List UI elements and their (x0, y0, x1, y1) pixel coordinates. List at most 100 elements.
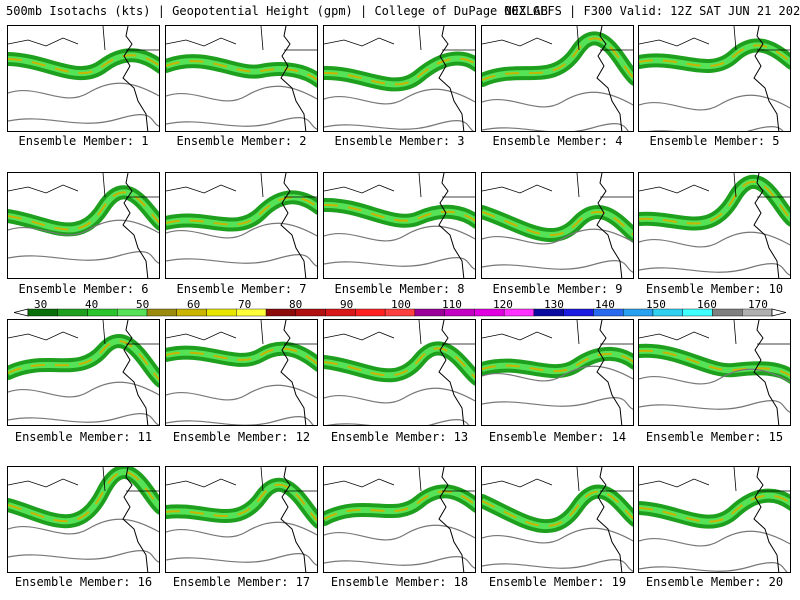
jet-stream-max (482, 490, 633, 527)
isotach-map (324, 320, 475, 425)
ensemble-member-label: Ensemble Member: 5 (649, 134, 780, 148)
state-border (102, 467, 106, 492)
state-border (576, 467, 580, 492)
coastline (753, 320, 780, 425)
coastline (8, 331, 79, 341)
height-contour (166, 117, 317, 130)
height-contour (8, 251, 159, 264)
isotach-map (482, 26, 633, 131)
ensemble-member-map (638, 319, 791, 426)
ensemble-member-map (323, 319, 476, 426)
coastline (324, 37, 395, 47)
height-contour (639, 263, 790, 276)
height-contour (324, 225, 475, 242)
coastline (8, 478, 79, 488)
height-contour (639, 400, 790, 413)
height-contour (639, 562, 788, 572)
colorbar-swatch (355, 308, 386, 317)
coastline (166, 184, 237, 194)
ensemble-member-label: Ensemble Member: 1 (18, 134, 149, 148)
isotach-map (166, 320, 317, 425)
height-contour (8, 82, 159, 99)
height-contour (8, 518, 159, 535)
ensemble-member-label: Ensemble Member: 8 (334, 282, 465, 296)
coastline (639, 184, 710, 194)
jet-stream-max (166, 347, 317, 365)
height-contour (482, 397, 633, 410)
coastline (122, 173, 149, 278)
height-contour (482, 260, 633, 273)
coastline (122, 320, 149, 425)
jet-stream-max (324, 347, 475, 379)
ensemble-member-map (481, 466, 634, 573)
ensemble-member-map (481, 25, 634, 132)
jet-stream-max (324, 203, 475, 222)
isotach-map (639, 26, 790, 131)
colorbar-swatch (414, 308, 445, 317)
colorbar-tick-label: 50 (136, 298, 150, 311)
ensemble-member-label: Ensemble Member: 11 (14, 430, 153, 444)
jet-stream-max (8, 471, 159, 523)
coastline (753, 467, 780, 572)
jet-stream-max (639, 349, 790, 377)
ensemble-member-map (165, 172, 318, 279)
jet-stream-band (324, 51, 475, 92)
state-border (102, 320, 106, 345)
isotach-map (8, 173, 159, 278)
colorbar-tick-label: 100 (391, 298, 411, 311)
isotach-map (482, 467, 633, 572)
coastline (596, 320, 623, 425)
ensemble-member-label: Ensemble Member: 17 (172, 575, 311, 589)
ensemble-member-label: Ensemble Member: 19 (488, 575, 627, 589)
isotach-map (324, 467, 475, 572)
coastline (596, 26, 623, 131)
height-contour (8, 413, 159, 425)
coastline (438, 173, 465, 278)
isotach-map (639, 320, 790, 425)
jet-stream-max (324, 57, 475, 86)
isotach-map (324, 173, 475, 278)
coastline (166, 331, 237, 341)
state-border (418, 320, 422, 345)
state-border (576, 320, 580, 345)
state-border (733, 467, 737, 492)
height-contour (482, 559, 633, 572)
height-contour (166, 222, 317, 239)
coastline (324, 184, 395, 194)
colorbar-swatch (712, 308, 743, 317)
isotach-map (8, 467, 159, 572)
isotach-map (639, 467, 790, 572)
coastline (482, 331, 553, 341)
height-contour (8, 219, 159, 236)
coastline (166, 478, 237, 488)
height-contour (166, 384, 317, 401)
coastline (280, 320, 307, 425)
colorbar-max-arrow (771, 308, 786, 317)
coastline (438, 26, 465, 131)
ensemble-member-map (638, 172, 791, 279)
coastline (280, 173, 307, 278)
height-contour (639, 368, 790, 385)
height-contour (324, 88, 475, 105)
ensemble-member-label: Ensemble Member: 9 (492, 282, 623, 296)
height-contour (166, 553, 317, 566)
coastline (482, 184, 553, 194)
coastline (482, 478, 553, 488)
isotach-map (166, 26, 317, 131)
isotach-map (166, 467, 317, 572)
colorbar-swatch (563, 308, 594, 317)
model-run-title: 00Z GEFS | F300 Valid: 12Z SAT JUN 21 20… (504, 4, 800, 18)
coastline (596, 467, 623, 572)
isotach-map (482, 320, 633, 425)
colorbar-tick-label: 160 (697, 298, 717, 311)
jet-stream-max (166, 196, 317, 226)
height-contour (166, 254, 317, 267)
coastline (324, 331, 395, 341)
height-contour (166, 416, 314, 425)
coastline (639, 478, 710, 488)
coastline (596, 173, 623, 278)
isotach-map (324, 26, 475, 131)
ensemble-member-map (638, 466, 791, 573)
colorbar-swatch (146, 308, 177, 317)
coastline (753, 26, 780, 131)
